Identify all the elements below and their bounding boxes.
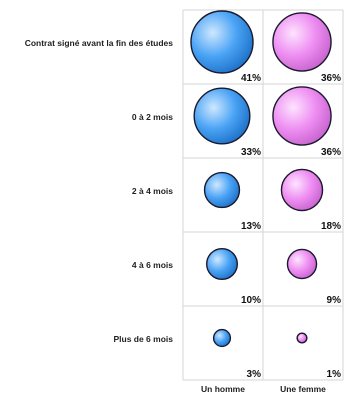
value-label: 18% bbox=[321, 221, 341, 232]
bubble-femme bbox=[272, 86, 332, 146]
bubble-femme bbox=[272, 12, 332, 72]
value-label: 41% bbox=[241, 73, 261, 84]
row-label: 4 à 6 mois bbox=[132, 260, 173, 270]
value-label: 36% bbox=[321, 73, 341, 84]
bubble-femme bbox=[286, 248, 318, 280]
bubble-femme bbox=[280, 168, 324, 212]
bubble-homme bbox=[205, 247, 239, 281]
row-label: Plus de 6 mois bbox=[113, 334, 173, 344]
value-label: 3% bbox=[247, 369, 262, 380]
value-label: 36% bbox=[321, 147, 341, 158]
column-label: Une femme bbox=[280, 384, 326, 394]
bubbles bbox=[190, 10, 332, 348]
bubble-homme bbox=[212, 328, 232, 348]
row-label: Contrat signé avant la fin des études bbox=[25, 38, 174, 48]
bubble-homme bbox=[193, 87, 251, 145]
row-label: 2 à 4 mois bbox=[132, 186, 173, 196]
bubble-femme bbox=[296, 332, 308, 344]
value-label: 13% bbox=[241, 221, 261, 232]
value-label: 9% bbox=[327, 295, 342, 306]
column-label: Un homme bbox=[201, 384, 245, 394]
bubble-homme bbox=[203, 171, 241, 209]
labels: Contrat signé avant la fin des études 0 à… bbox=[25, 38, 341, 394]
row-label: 0 à 2 mois bbox=[132, 112, 173, 122]
value-label: 33% bbox=[241, 147, 261, 158]
grid bbox=[182, 9, 344, 381]
bubble-homme bbox=[190, 10, 254, 74]
value-label: 10% bbox=[241, 295, 261, 306]
value-label: 1% bbox=[327, 369, 342, 380]
